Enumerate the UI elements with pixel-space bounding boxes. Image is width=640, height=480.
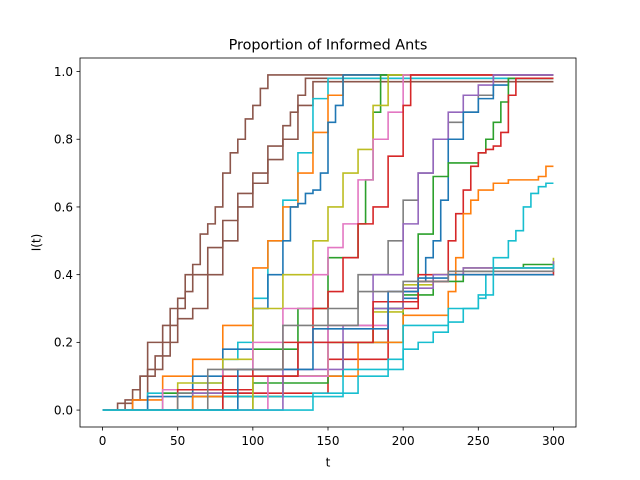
- series-line-25: [102, 264, 555, 411]
- y-tick-label: 0.0: [54, 403, 73, 417]
- series-line-10: [102, 74, 554, 411]
- y-tick-label: 1.0: [54, 65, 73, 79]
- x-tick-label: 100: [241, 434, 264, 448]
- x-axis-label: t: [326, 456, 331, 470]
- x-tick-label: 150: [317, 434, 340, 448]
- y-tick-label: 0.8: [54, 133, 73, 147]
- series-line-3: [102, 80, 554, 411]
- x-axis: 0 50 100 150 200 250 300: [99, 427, 565, 448]
- series-line-17: [102, 182, 554, 411]
- series-layer: [102, 74, 555, 411]
- series-line-24: [102, 267, 555, 411]
- y-axis: 0.0 0.2 0.4 0.6 0.8 1.0: [54, 65, 80, 417]
- chart-title: Proportion of Informed Ants: [229, 38, 428, 54]
- x-tick-label: 50: [170, 434, 185, 448]
- y-axis-label: I(t): [30, 234, 44, 252]
- x-tick-label: 250: [467, 434, 490, 448]
- y-tick-label: 0.2: [54, 336, 73, 350]
- x-tick-label: 0: [99, 434, 107, 448]
- series-line-2: [102, 77, 554, 411]
- series-line-9: [102, 74, 554, 411]
- y-tick-label: 0.6: [54, 200, 73, 214]
- series-line-6: [102, 74, 554, 411]
- x-tick-label: 200: [392, 434, 415, 448]
- y-tick-label: 0.4: [54, 268, 73, 282]
- series-line-15: [102, 77, 554, 411]
- x-tick-label: 300: [542, 434, 565, 448]
